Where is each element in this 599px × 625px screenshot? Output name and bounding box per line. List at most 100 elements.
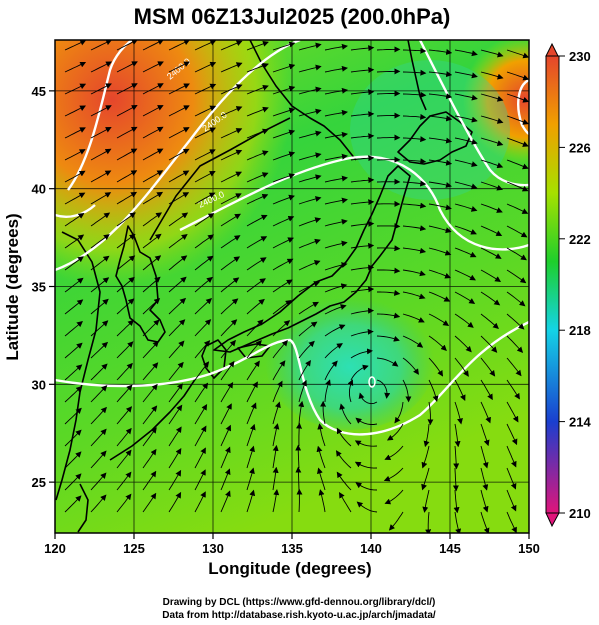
streamline [246,360,260,381]
streamline [350,111,375,118]
x-tick-label: 125 [123,541,145,556]
streamline [324,283,348,293]
streamline [272,41,296,51]
streamline [220,360,235,381]
streamline [168,469,182,491]
contour-line-5 [55,320,529,436]
streamline [142,40,164,51]
streamline [168,192,190,205]
streamline [480,445,489,469]
streamline [90,428,107,447]
coastline-ryukyu [109,377,197,461]
streamline [480,159,504,169]
streamline [168,83,190,95]
streamline [116,170,138,183]
cool-region-north [350,60,510,200]
streamline [90,320,109,337]
streamline [428,115,453,122]
streamline [142,105,164,117]
streamline [506,137,529,147]
streamline [428,357,444,377]
streamline [246,445,255,469]
streamline [454,203,478,212]
streamline [64,342,83,359]
streamline [64,234,85,249]
streamline [318,489,326,513]
streamline [142,276,161,293]
streamline [350,364,369,381]
streamline [116,276,135,293]
streamline [64,83,87,95]
colorbar-tick-label: 210 [569,506,591,521]
streamline [220,403,232,425]
streamline [142,492,157,513]
streamline [454,511,462,533]
streamline [64,429,82,447]
streamline [480,335,498,353]
streamline [142,470,157,491]
streamline [116,40,138,51]
streamline [350,155,375,162]
streamline [64,170,86,183]
streamline [194,255,214,271]
streamline [317,423,326,447]
streamline [116,233,136,249]
streamline [356,501,378,513]
streamline [220,62,243,73]
streamline [90,472,107,491]
streamline [194,61,217,73]
streamline [142,191,164,205]
streamline [220,40,243,51]
streamline [116,406,133,425]
colorbar: 230 226 222 218 214 210 [545,42,591,528]
streamline [220,171,243,183]
streamline [246,278,266,293]
streamline [506,445,517,468]
streamline [480,423,490,447]
streamline [116,212,136,227]
streamline [272,279,293,293]
streamline [506,511,517,533]
streamline [377,267,401,274]
streamline [454,269,476,281]
x-tick-label: 120 [44,541,66,556]
streamline [246,319,264,337]
streamline [246,381,258,403]
streamline [384,489,404,505]
streamline [272,63,296,73]
y-tick-label: 40 [32,182,46,197]
streamline [246,172,269,183]
streamline [350,177,375,184]
streamline [142,126,164,139]
streamline [376,90,401,97]
colorbar-tick-label: 226 [569,140,591,155]
streamline [454,93,478,101]
streamline [194,105,217,117]
streamline [454,137,478,145]
streamline [194,469,206,491]
streamline [142,427,157,447]
streamline [428,93,453,100]
streamline [402,47,427,54]
streamline [116,148,138,161]
streamline [116,298,135,315]
streamline [168,404,183,425]
x-tick-label: 145 [439,541,461,556]
streamline [428,225,452,234]
figure-title: MSM 06Z13Jul2025 (200.0hPa) [134,4,451,29]
streamline [246,193,269,205]
streamline [428,203,452,211]
streamline [220,298,239,315]
streamline [246,150,269,161]
streamline [295,444,302,469]
x-tick-label: 140 [360,541,382,556]
streamline [168,319,186,337]
streamline [272,489,280,513]
streamline [272,194,295,205]
streamline [90,494,107,513]
streamline [316,445,326,469]
streamline [220,490,231,513]
streamline [506,159,529,170]
streamline [402,247,427,254]
streamline [298,174,322,183]
